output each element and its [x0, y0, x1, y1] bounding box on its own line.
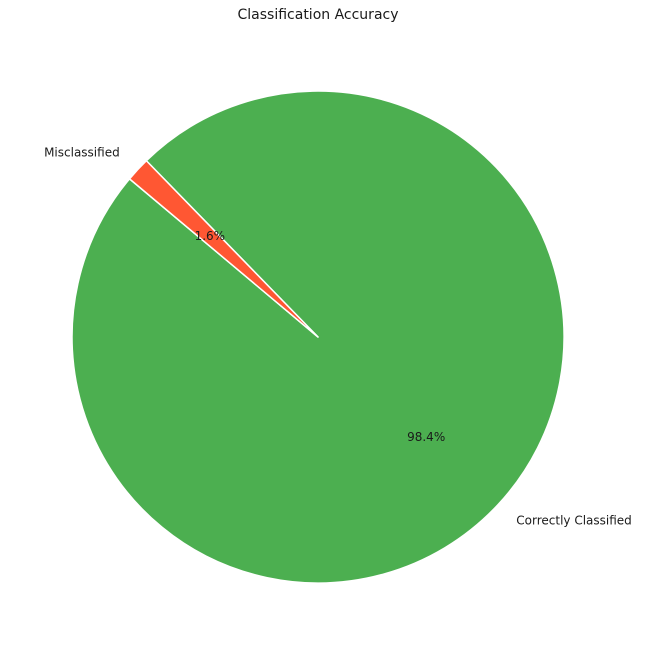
- slice-label-misclassified: Misclassified: [44, 145, 120, 159]
- slice-percent-correctly-classified: 98.4%: [407, 430, 445, 444]
- slice-label-correctly-classified: Correctly Classified: [516, 514, 632, 528]
- slice-percent-misclassified: 1.6%: [195, 229, 226, 243]
- pie-slice-misclassified: [128, 160, 319, 338]
- pie-slices: [71, 90, 565, 584]
- pie-labels: Correctly Classified 98.4% Misclassified 1.…: [44, 145, 632, 527]
- chart-title: Classification Accuracy: [237, 7, 399, 23]
